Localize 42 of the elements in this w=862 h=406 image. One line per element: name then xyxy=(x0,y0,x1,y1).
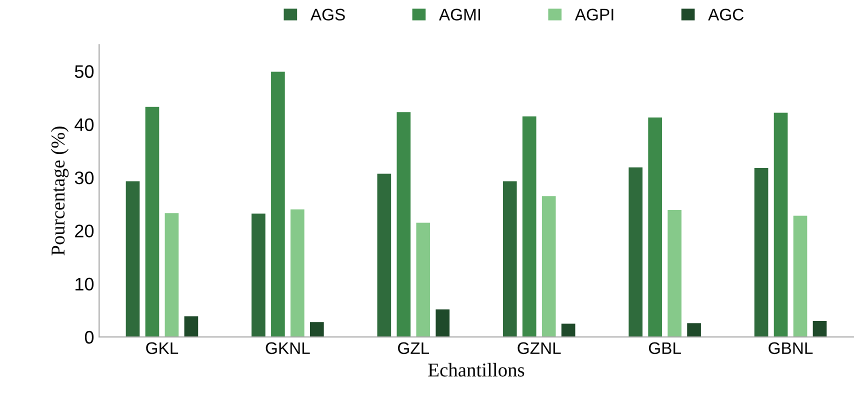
x-tick-label: GZL xyxy=(398,342,430,354)
bar xyxy=(436,309,450,337)
x-tick-label: GBNL xyxy=(768,342,813,354)
x-tick-label: GBL xyxy=(648,342,681,354)
x-tick-label: GKL xyxy=(146,342,178,354)
y-tick-label: 50 xyxy=(74,65,94,78)
y-tick-label: 40 xyxy=(74,118,94,132)
bar xyxy=(271,72,285,337)
x-axis-title: Echantillons xyxy=(428,362,524,377)
bar xyxy=(184,316,198,337)
bar xyxy=(145,106,160,337)
bar xyxy=(396,112,411,337)
x-tick-label: GZNL xyxy=(518,342,561,354)
bar xyxy=(126,181,140,337)
legend-label: AGPI xyxy=(574,8,614,21)
bar xyxy=(416,222,430,337)
bar xyxy=(668,210,682,337)
bar xyxy=(164,213,179,337)
bar xyxy=(310,322,324,337)
bar xyxy=(561,324,576,337)
legend-label: AGMI xyxy=(438,8,480,21)
legend-label: AGS xyxy=(310,8,345,21)
bar xyxy=(754,168,768,337)
y-tick-label: 20 xyxy=(75,224,94,238)
bar xyxy=(522,116,536,337)
x-tick-label: GKNL xyxy=(266,342,310,354)
bar xyxy=(502,181,517,337)
bar xyxy=(687,323,701,337)
bar xyxy=(812,321,827,337)
legend-label: AGC xyxy=(708,8,744,21)
y-axis-title: Pourcentage (%) xyxy=(50,126,69,256)
bar xyxy=(774,112,788,337)
bar xyxy=(377,174,392,337)
y-tick-label: 30 xyxy=(74,171,94,184)
bar xyxy=(542,196,556,337)
y-tick-label: 0 xyxy=(84,330,94,344)
bar xyxy=(252,214,266,337)
bar xyxy=(793,216,808,337)
bar xyxy=(628,167,643,337)
bar xyxy=(648,117,662,337)
bar xyxy=(290,209,304,337)
y-tick-label: 10 xyxy=(76,278,94,291)
